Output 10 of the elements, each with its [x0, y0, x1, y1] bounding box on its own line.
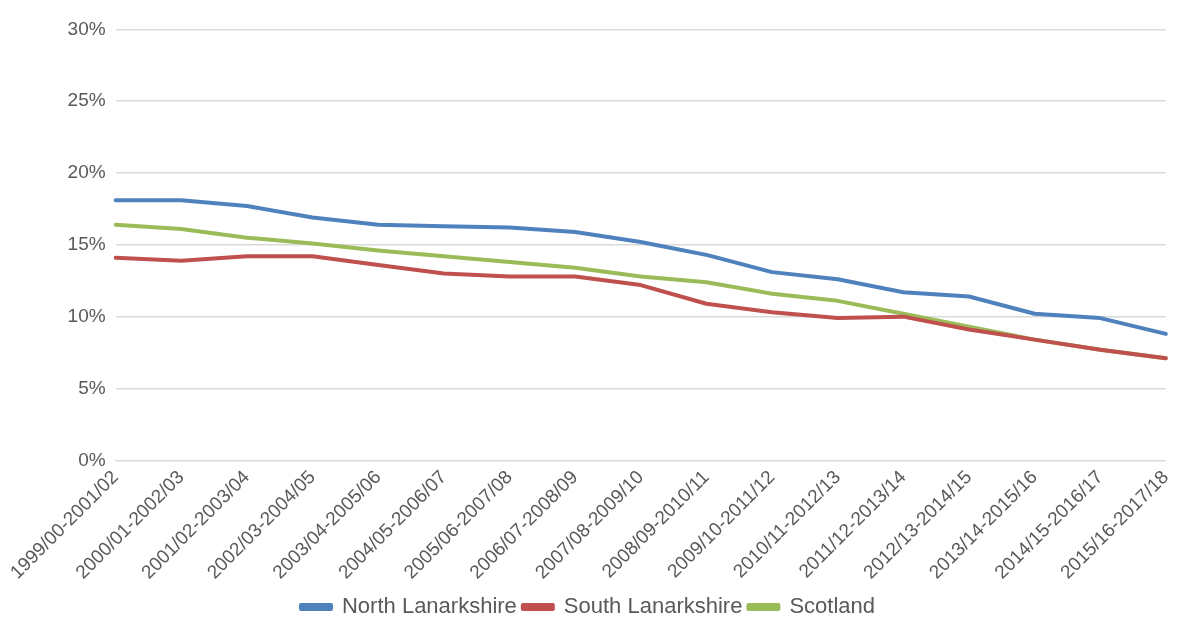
legend-label: South Lanarkshire: [563, 593, 743, 619]
y-tick-label: 20%: [67, 161, 106, 183]
legend-label: Scotland: [789, 593, 876, 619]
y-tick-label: 10%: [67, 304, 106, 326]
y-tick-label: 25%: [67, 89, 106, 111]
y-tick-label: 15%: [67, 233, 106, 255]
y-tick-label: 5%: [78, 376, 106, 398]
legend-label: North Lanarkshire: [341, 593, 517, 619]
y-tick-label: 30%: [67, 17, 106, 39]
y-tick-label: 0%: [78, 448, 106, 470]
